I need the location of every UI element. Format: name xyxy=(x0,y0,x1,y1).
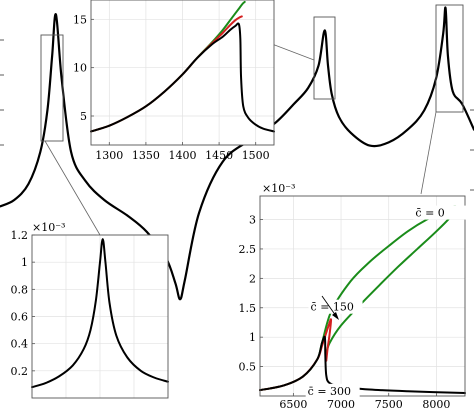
x-tick-label: 7500 xyxy=(375,398,403,409)
y-tick-label: 0.5 xyxy=(239,361,257,374)
annotation-label: c̄ = 150 xyxy=(311,301,354,314)
inset_bottom_right-series-2-line xyxy=(259,335,466,395)
inset-bottom-right-scale-label: ×10⁻³ xyxy=(262,182,295,195)
connector-middle xyxy=(271,43,315,61)
y-tick-label: 0.4 xyxy=(11,338,29,351)
inset-bottom-left-y-ticks: 0.2 0.4 0.6 0.8 1 1.2 xyxy=(11,229,35,378)
inset-bottom-left-scale-label: ×10⁻³ xyxy=(32,221,65,234)
inset-bottom-right-y-ticks: 0.5 1 1.5 2 2.5 3 xyxy=(239,214,263,374)
annotation-background xyxy=(308,299,363,314)
inset-bottom-left-series-group xyxy=(31,238,169,389)
x-tick-label: 1500 xyxy=(242,149,270,162)
main-left-ticks xyxy=(0,39,4,146)
inset-top-y-ticks: 5 10 15 xyxy=(73,13,94,123)
inset-bottom-right-frame xyxy=(259,195,466,397)
main-right-ticks xyxy=(470,109,474,191)
x-tick-label: 8000 xyxy=(422,398,450,409)
y-tick-label: 10 xyxy=(73,62,87,75)
annotation-background xyxy=(305,383,360,398)
zoom-box-middle xyxy=(313,16,336,100)
y-tick-label: 15 xyxy=(73,13,87,26)
x-tick-label: 7000 xyxy=(327,398,355,409)
y-tick-label: 0.2 xyxy=(11,365,29,378)
x-tick-label: 1300 xyxy=(95,149,123,162)
y-tick-label: 0.8 xyxy=(11,283,29,296)
connector-left xyxy=(44,140,101,236)
y-tick-label: 2.5 xyxy=(239,243,257,256)
y-tick-label: 1.5 xyxy=(239,302,257,315)
y-tick-label: 1 xyxy=(249,331,256,344)
connector-right xyxy=(420,111,437,195)
x-tick-label: 1450 xyxy=(205,149,233,162)
zoom-box-left xyxy=(40,34,64,142)
zoom-box-right xyxy=(435,4,464,113)
inset-bottom-right: 6500 7000 7500 8000 0.5 1 1.5 2 2.5 3 ×10⁻³ c̄ =… xyxy=(239,182,468,409)
y-tick-label: 5 xyxy=(80,110,87,123)
inset-top-series-group xyxy=(90,0,275,133)
annotation-background xyxy=(413,205,468,220)
inset-top: 1300 1350 1400 1450 1500 5 10 15 xyxy=(73,0,275,162)
annotation-label: c̄ = 0 xyxy=(415,207,444,220)
y-tick-label: 3 xyxy=(249,214,256,227)
y-tick-label: 0.6 xyxy=(11,311,29,324)
annotation-label: c̄ = 300 xyxy=(308,385,351,398)
x-tick-label: 1350 xyxy=(132,149,160,162)
inset_bottom_left-series-0-line xyxy=(31,238,169,389)
y-tick-label: 1 xyxy=(21,256,28,269)
y-tick-label: 2 xyxy=(249,272,256,285)
inset-top-grid xyxy=(91,0,274,145)
x-tick-label: 6500 xyxy=(279,398,307,409)
inset-bottom-right-annotations: c̄ = 0 c̄ = 150 c̄ = 300 xyxy=(305,205,468,398)
zoom-markers xyxy=(40,4,464,236)
annotation-arrow xyxy=(321,295,339,320)
inset_top-series-2-line xyxy=(90,22,275,133)
x-tick-label: 1400 xyxy=(169,149,197,162)
inset-bottom-right-background xyxy=(260,196,465,396)
inset-bottom-left: 0.2 0.4 0.6 0.8 1 1.2 ×10⁻³ xyxy=(11,221,169,399)
y-tick-label: 1.2 xyxy=(11,229,29,242)
inset-top-x-ticks: 1300 1350 1400 1450 1500 xyxy=(95,142,270,162)
